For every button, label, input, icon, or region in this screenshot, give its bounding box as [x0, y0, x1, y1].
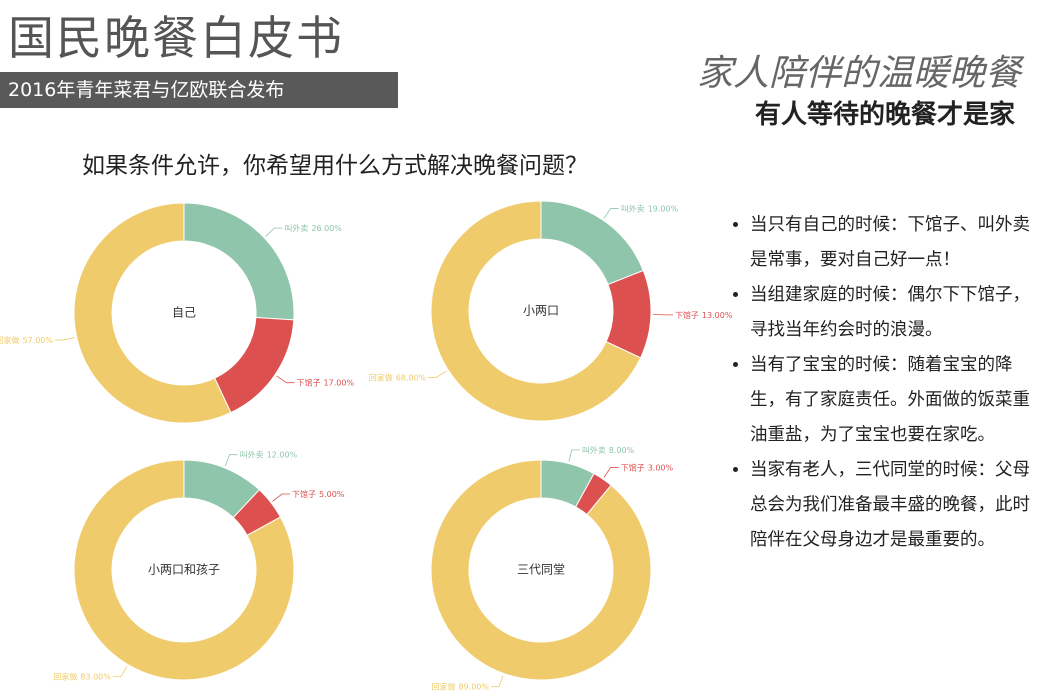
- data-label: 回家做 68.00%: [369, 372, 427, 382]
- donut-segment: [183, 202, 295, 321]
- leader-line: [272, 493, 290, 502]
- value-label: 68.00%: [396, 373, 427, 382]
- value-label: 13.00%: [702, 310, 733, 319]
- donut-segment: [540, 200, 644, 286]
- value-label: 17.00%: [324, 378, 355, 387]
- category-label: 回家做: [369, 372, 393, 382]
- category-label: 叫外卖: [240, 449, 264, 459]
- data-label: 下馆子 17.00%: [297, 377, 355, 387]
- value-label: 26.00%: [311, 224, 342, 233]
- data-label: 下馆子 5.00%: [292, 488, 345, 498]
- center-label: 小两口和孩子: [148, 563, 220, 577]
- value-label: 5.00%: [319, 489, 345, 498]
- value-label: 3.00%: [648, 463, 674, 472]
- slogan: 家人陪伴的温暖晚餐: [696, 53, 1021, 94]
- bullet: 当家有老人，三代同堂的时候：父母总会为我们准备最丰盛的晚餐，此时陪伴在父母身边才…: [750, 453, 1039, 558]
- tagline: 有人等待的晚餐才是家: [754, 100, 1015, 130]
- category-label: 下馆子: [292, 488, 316, 498]
- subtitle: 2016年青年菜君与亿欧联合发布: [0, 72, 398, 108]
- leader-line: [568, 449, 580, 462]
- category-label: 回家做: [53, 671, 77, 681]
- leader-line: [265, 227, 283, 237]
- donut-segment: [430, 459, 652, 681]
- category-label: 叫外卖: [621, 203, 645, 213]
- value-label: 8.00%: [609, 445, 635, 454]
- data-label: 回家做 83.00%: [53, 671, 111, 681]
- donut-segment: [213, 316, 295, 414]
- value-label: 83.00%: [80, 672, 111, 681]
- value-label: 57.00%: [22, 336, 53, 345]
- data-label: 下馆子 3.00%: [621, 462, 674, 472]
- category-label: 叫外卖: [582, 444, 606, 454]
- category-label: 回家做: [431, 681, 455, 691]
- bullet: 当有了宝宝的时候：随着宝宝的降生，有了家庭责任。外面做的饭菜重油重盐，为了宝宝也…: [750, 348, 1039, 453]
- bullet-list: 当只有自己的时候：下馆子、叫外卖是常事，要对自己好一点！当组建家庭的时候：偶尔下…: [728, 208, 1039, 558]
- leader-line: [490, 675, 504, 688]
- leader-line: [54, 337, 75, 341]
- title: 国民晚餐白皮书: [8, 11, 344, 65]
- center-label: 自己: [172, 306, 196, 320]
- center-label: 三代同堂: [517, 563, 565, 577]
- data-label: 叫外卖 26.00%: [284, 223, 342, 233]
- data-label: 叫外卖 12.00%: [240, 449, 298, 459]
- category-label: 下馆子: [675, 309, 699, 319]
- bullet: 当组建家庭的时候：偶尔下下馆子，寻找当年约会时的浪漫。: [750, 278, 1039, 348]
- donut-segment: [73, 459, 295, 681]
- leader-line: [112, 666, 128, 678]
- question: 如果条件允许，你希望用什么方式解决晚餐问题？: [82, 153, 588, 179]
- value-label: 12.00%: [267, 450, 298, 459]
- data-label: 回家做 89.00%: [431, 681, 489, 691]
- category-label: 叫外卖: [284, 223, 308, 233]
- center-label: 小两口: [523, 304, 559, 318]
- value-label: 89.00%: [458, 682, 489, 691]
- bullet: 当只有自己的时候：下馆子、叫外卖是常事，要对自己好一点！: [750, 208, 1039, 278]
- leader-line: [603, 208, 619, 219]
- leader-line: [428, 370, 447, 378]
- data-label: 叫外卖 19.00%: [621, 203, 679, 213]
- category-label: 下馆子: [621, 462, 645, 472]
- value-label: 19.00%: [648, 204, 679, 213]
- data-label: 叫外卖 8.00%: [582, 444, 635, 454]
- leader-line: [276, 375, 295, 384]
- category-label: 回家做: [0, 335, 19, 345]
- data-label: 下馆子 13.00%: [675, 309, 733, 319]
- data-label: 回家做57.00%: [0, 335, 53, 345]
- leader-line: [603, 467, 619, 478]
- donut-segment: [73, 202, 232, 424]
- category-label: 下馆子: [297, 377, 321, 387]
- donut-segment: [430, 200, 642, 422]
- leader-line: [224, 454, 238, 467]
